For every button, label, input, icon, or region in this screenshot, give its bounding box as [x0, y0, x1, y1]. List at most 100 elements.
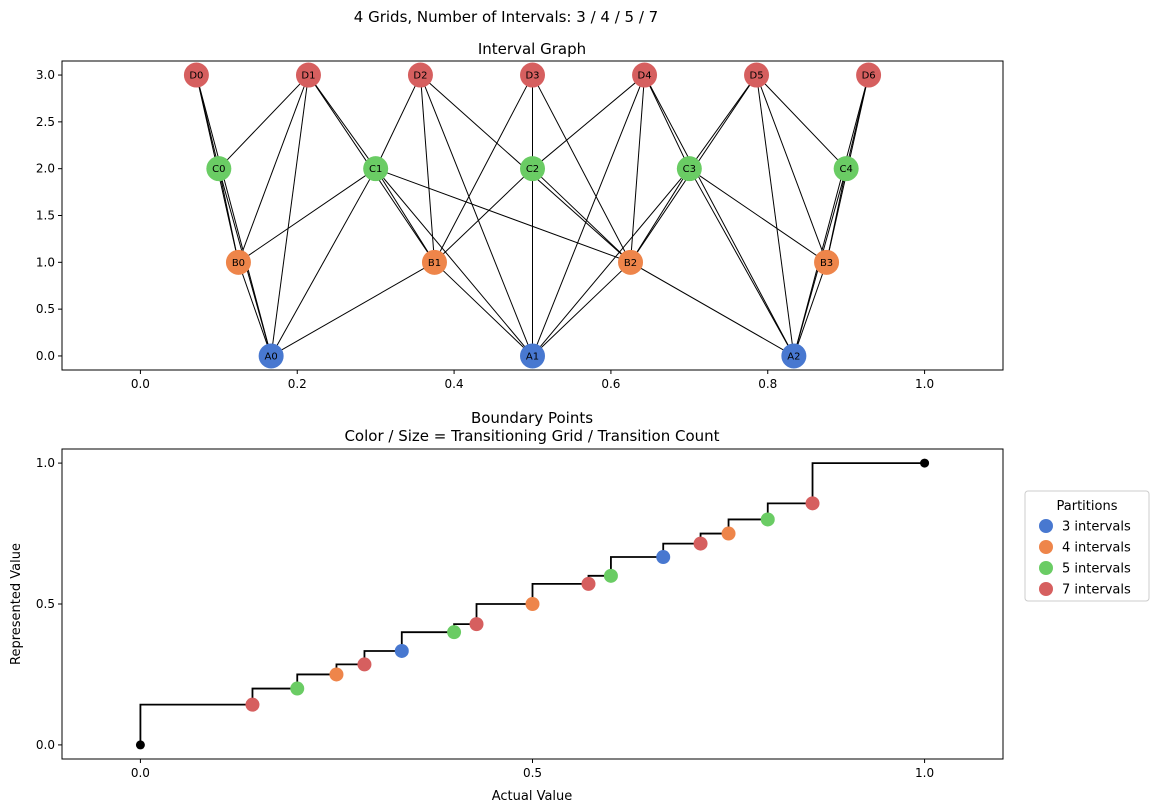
graph-edge-B2-C2: [532, 168, 631, 263]
legend-box: [1024, 490, 1150, 602]
graph-node-label-A2: A2: [787, 351, 800, 362]
graph-edge-C0-D0: [195, 74, 220, 169]
graph-edge-B1-D2: [419, 75, 435, 263]
graph-node-label-D6: D6: [862, 71, 876, 82]
graph-node-label-D3: D3: [525, 71, 539, 82]
graph-edge-A1-D4: [532, 74, 646, 357]
x-tick-label: 0.5: [523, 766, 542, 780]
graph-node-label-D4: D4: [638, 71, 652, 82]
y-tick-label: 0.0: [36, 349, 55, 363]
x-tick-label: 0.8: [758, 377, 777, 391]
graph-edge-B3-C3: [689, 168, 827, 263]
graph-node-label-C3: C3: [683, 164, 696, 175]
graph-node-D4: [632, 62, 658, 88]
graph-node-label-C4: C4: [839, 164, 852, 175]
graph-edge-B1-D3: [434, 74, 533, 263]
graph-node-D5: [744, 62, 770, 88]
x-tick-label: 0.0: [131, 766, 150, 780]
boundary-points-axes: Boundary Points Color / Size = Transitio…: [9, 409, 1004, 804]
graph-edge-B3-D5: [756, 74, 828, 263]
graph-node-D3: [520, 62, 545, 88]
graph-edges: [195, 74, 870, 357]
legend-label-0: 3 intervals: [1062, 520, 1131, 535]
legend-items: 3 intervals 4 intervals 5 intervals 7 inter…: [1039, 519, 1131, 598]
graph-nodes: A0 A1 A2 B0 B1 B2 B3 C0 C1 C2 C3 C4 D0 D1 D2 D3 D4 D5 D6: [183, 62, 882, 369]
graph-edge-A2-B2: [630, 261, 795, 357]
graph-edge-A2-D5: [756, 74, 795, 357]
graph-edge-A0-D0: [195, 74, 272, 357]
graph-edge-B0-C1: [238, 168, 376, 263]
graph-edge-C0-D1: [218, 74, 309, 170]
boundary-point-series1-1: [525, 597, 540, 611]
y-tick-label: 2.0: [36, 162, 55, 176]
graph-edge-C1-D2: [375, 74, 421, 169]
graph-edge-B2-D4: [630, 75, 646, 263]
boundary-point-series2-3: [760, 512, 775, 527]
graph-node-label-D5: D5: [750, 71, 764, 82]
interval-graph-y-ticks: 0.0 0.5 1.0 1.5 2.0 2.5 3.0: [36, 68, 62, 363]
boundary-point-series3-1: [357, 657, 372, 672]
graph-node-A1: [520, 343, 545, 369]
graph-edge-B2-C3: [630, 168, 690, 263]
graph-node-A2: [781, 343, 807, 369]
graph-edge-A0-B1: [270, 261, 435, 357]
y-tick-label: 1.5: [36, 209, 55, 223]
boundary-point-series3-2: [469, 617, 484, 632]
y-tick-label: 0.5: [36, 597, 55, 611]
graph-node-label-C2: C2: [526, 164, 539, 175]
graph-node-B2: [618, 249, 644, 275]
boundary-points-x-ticks: 0.0 0.5 1.0: [131, 759, 934, 780]
legend-label-3: 7 intervals: [1062, 583, 1131, 598]
graph-node-label-D2: D2: [413, 71, 427, 82]
graph-node-label-B2: B2: [624, 258, 637, 269]
graph-edge-A2-B3: [793, 262, 828, 357]
graph-edge-A0-D1: [270, 74, 309, 357]
legend-marker-1: [1039, 540, 1053, 554]
y-tick-label: 0.5: [36, 302, 55, 316]
x-tick-label: 0.4: [445, 377, 464, 391]
legend-marker-0: [1039, 519, 1053, 533]
graph-node-C3: [676, 156, 702, 182]
graph-edge-B1-C2: [434, 168, 533, 263]
boundary-point-series0-1: [656, 550, 671, 565]
graph-node-label-A1: A1: [526, 351, 539, 362]
interval-graph-axes: Interval Graph A0 A1 A2 B0 B1 B2 B3 C0 C1 C2 C3 C4 D…: [36, 40, 1004, 391]
graph-edge-B1-C1: [375, 168, 435, 263]
y-tick-label: 3.0: [36, 68, 55, 82]
graph-edge-A1-B2: [532, 261, 631, 357]
legend-marker-3: [1039, 582, 1053, 596]
boundary-point-series3-3: [581, 576, 596, 591]
y-tick-label: 2.5: [36, 115, 55, 129]
graph-node-A0: [258, 343, 284, 369]
legend: Partitions 3 intervals 4 intervals 5 inter…: [1024, 490, 1150, 602]
graph-node-label-D0: D0: [189, 71, 203, 82]
graph-node-label-B1: B1: [428, 258, 441, 269]
graph-node-label-A0: A0: [265, 351, 278, 362]
boundary-point-series1-0: [329, 667, 344, 682]
legend-label-2: 5 intervals: [1062, 562, 1131, 577]
x-tick-label: 0.6: [601, 377, 620, 391]
graph-edge-A2-D6: [793, 74, 870, 357]
x-tick-label: 1.0: [915, 377, 934, 391]
graph-edge-A2-C3: [688, 168, 795, 357]
graph-node-label-C0: C0: [212, 164, 225, 175]
endpoint-1: [920, 458, 930, 468]
legend-label-1: 4 intervals: [1062, 541, 1131, 556]
y-tick-label: 1.0: [36, 255, 55, 269]
graph-edge-A1-C3: [532, 168, 690, 357]
endpoint-0: [135, 740, 145, 750]
graph-node-C2: [520, 156, 545, 182]
graph-edge-A2-D4: [644, 74, 795, 357]
graph-edge-B2-D3: [532, 74, 631, 263]
legend-marker-2: [1039, 561, 1053, 575]
graph-node-B3: [814, 249, 840, 275]
boundary-points-title: Boundary Points: [471, 409, 593, 427]
graph-edge-A1-C1: [375, 168, 533, 357]
graph-edge-C4-D5: [756, 74, 847, 170]
boundary-points: [135, 458, 930, 750]
graph-node-label-B3: B3: [820, 258, 833, 269]
x-tick-label: 0.2: [288, 377, 307, 391]
boundary-point-series2-2: [603, 568, 618, 583]
boundary-point-series1-2: [721, 526, 736, 541]
graph-node-B0: [225, 249, 251, 275]
